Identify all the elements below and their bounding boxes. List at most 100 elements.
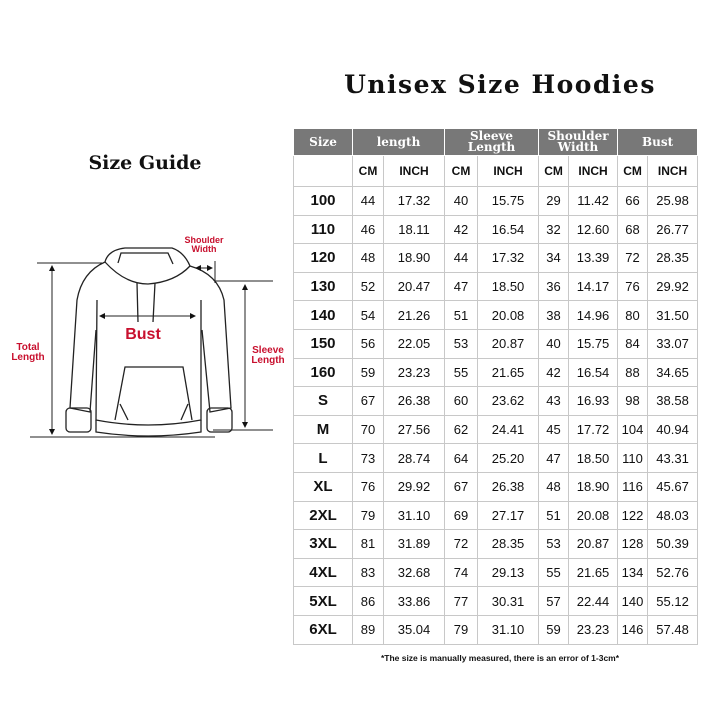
- header-bust: Bust: [617, 128, 699, 156]
- value-cell: 18.11: [382, 214, 446, 245]
- value-cell: 16.93: [568, 386, 619, 416]
- value-cell: 20.87: [477, 328, 540, 359]
- value-cell: 116: [617, 471, 649, 502]
- size-cell: 130: [293, 271, 353, 302]
- table-row: 4XL 83 32.68 74 29.13 55 21.65 134 52.76: [293, 557, 699, 588]
- value-cell: 29.13: [477, 557, 540, 588]
- value-cell: 28.35: [647, 243, 699, 273]
- label-line: Total: [16, 342, 40, 353]
- value-cell: 73: [352, 443, 384, 473]
- value-cell: 29.92: [647, 271, 699, 302]
- unit-cell: CM: [617, 155, 649, 187]
- header-size: Size: [293, 128, 353, 156]
- value-cell: 84: [617, 328, 649, 359]
- table-row: 160 59 23.23 55 21.65 42 16.54 88 34.65: [293, 357, 699, 388]
- value-cell: 128: [617, 529, 649, 559]
- label-line: Width: [191, 244, 217, 254]
- value-cell: 70: [352, 414, 384, 445]
- value-cell: 122: [617, 500, 649, 531]
- value-cell: 47: [444, 271, 479, 302]
- value-cell: 86: [352, 586, 384, 616]
- value-cell: 27.56: [382, 414, 446, 445]
- size-cell: 160: [293, 357, 353, 388]
- value-cell: 28.74: [382, 443, 446, 473]
- size-cell: 6XL: [293, 614, 353, 645]
- size-cell: 140: [293, 300, 353, 330]
- value-cell: 80: [617, 300, 649, 330]
- hoodie-outline: [65, 247, 233, 437]
- value-cell: 31.50: [647, 300, 699, 330]
- table-row: M 70 27.56 62 24.41 45 17.72 104 40.94: [293, 414, 699, 445]
- value-cell: 55: [444, 357, 479, 388]
- value-cell: 59: [538, 614, 570, 645]
- value-cell: 18.50: [477, 271, 540, 302]
- table-row: 150 56 22.05 53 20.87 40 15.75 84 33.07: [293, 328, 699, 359]
- value-cell: 20.08: [568, 500, 619, 531]
- value-cell: 74: [444, 557, 479, 588]
- value-cell: 40.94: [647, 414, 699, 445]
- value-cell: 60: [444, 386, 479, 416]
- table-row: 6XL 89 35.04 79 31.10 59 23.23 146 57.48: [293, 614, 699, 645]
- value-cell: 32.68: [382, 557, 446, 588]
- value-cell: 22.05: [382, 328, 446, 359]
- unit-row: CM INCH CM INCH CM INCH CM INCH: [293, 155, 699, 187]
- value-cell: 18.90: [382, 243, 446, 273]
- value-cell: 26.38: [477, 471, 540, 502]
- value-cell: 53: [444, 328, 479, 359]
- value-cell: 55: [538, 557, 570, 588]
- value-cell: 57: [538, 586, 570, 616]
- value-cell: 38.58: [647, 386, 699, 416]
- value-cell: 43.31: [647, 443, 699, 473]
- value-cell: 55.12: [647, 586, 699, 616]
- footnote: *The size is manually measured, there is…: [380, 653, 620, 663]
- value-cell: 17.32: [477, 243, 540, 273]
- value-cell: 72: [444, 529, 479, 559]
- value-cell: 76: [352, 471, 384, 502]
- value-cell: 21.26: [382, 300, 446, 330]
- label-line: Sleeve: [252, 345, 284, 356]
- value-cell: 28.35: [477, 529, 540, 559]
- header-length: length: [351, 128, 446, 156]
- value-cell: 33.86: [382, 586, 446, 616]
- value-cell: 34.65: [647, 357, 699, 388]
- size-cell: 150: [293, 328, 353, 359]
- value-cell: 67: [352, 386, 384, 416]
- value-cell: 66: [617, 186, 649, 216]
- measure-lines: [30, 261, 273, 438]
- value-cell: 15.75: [477, 186, 540, 216]
- sleeve-length-label: Sleeve Length: [242, 346, 294, 366]
- header-shoulder-width: Shoulder Width: [538, 128, 619, 156]
- value-cell: 32: [538, 214, 570, 245]
- value-cell: 23.23: [382, 357, 446, 388]
- size-cell: S: [293, 386, 353, 416]
- value-cell: 79: [352, 500, 384, 531]
- size-cell: 3XL: [293, 529, 353, 559]
- unit-cell: CM: [352, 155, 384, 187]
- value-cell: 29: [538, 186, 570, 216]
- value-cell: 31.10: [382, 500, 446, 531]
- value-cell: 81: [352, 529, 384, 559]
- chart-title: Unisex Size Hoodies: [344, 70, 656, 99]
- value-cell: 134: [617, 557, 649, 588]
- table-row: 110 46 18.11 42 16.54 32 12.60 68 26.77: [293, 214, 699, 245]
- size-cell: 120: [293, 243, 353, 273]
- value-cell: 38: [538, 300, 570, 330]
- bust-label: Bust: [125, 326, 161, 343]
- unit-cell: CM: [444, 155, 479, 187]
- size-guide-heading: Size Guide: [88, 152, 202, 174]
- value-cell: 20.08: [477, 300, 540, 330]
- value-cell: 50.39: [647, 529, 699, 559]
- value-cell: 77: [444, 586, 479, 616]
- size-cell: 4XL: [293, 557, 353, 588]
- value-cell: 83: [352, 557, 384, 588]
- value-cell: 47: [538, 443, 570, 473]
- value-cell: 43: [538, 386, 570, 416]
- table-row: 2XL 79 31.10 69 27.17 51 20.08 122 48.03: [293, 500, 699, 531]
- value-cell: 20.87: [568, 529, 619, 559]
- value-cell: 56: [352, 328, 384, 359]
- label-line: Shoulder: [184, 235, 224, 245]
- value-cell: 31.89: [382, 529, 446, 559]
- value-cell: 51: [444, 300, 479, 330]
- value-cell: 14.17: [568, 271, 619, 302]
- table-row: 100 44 17.32 40 15.75 29 11.42 66 25.98: [293, 186, 699, 216]
